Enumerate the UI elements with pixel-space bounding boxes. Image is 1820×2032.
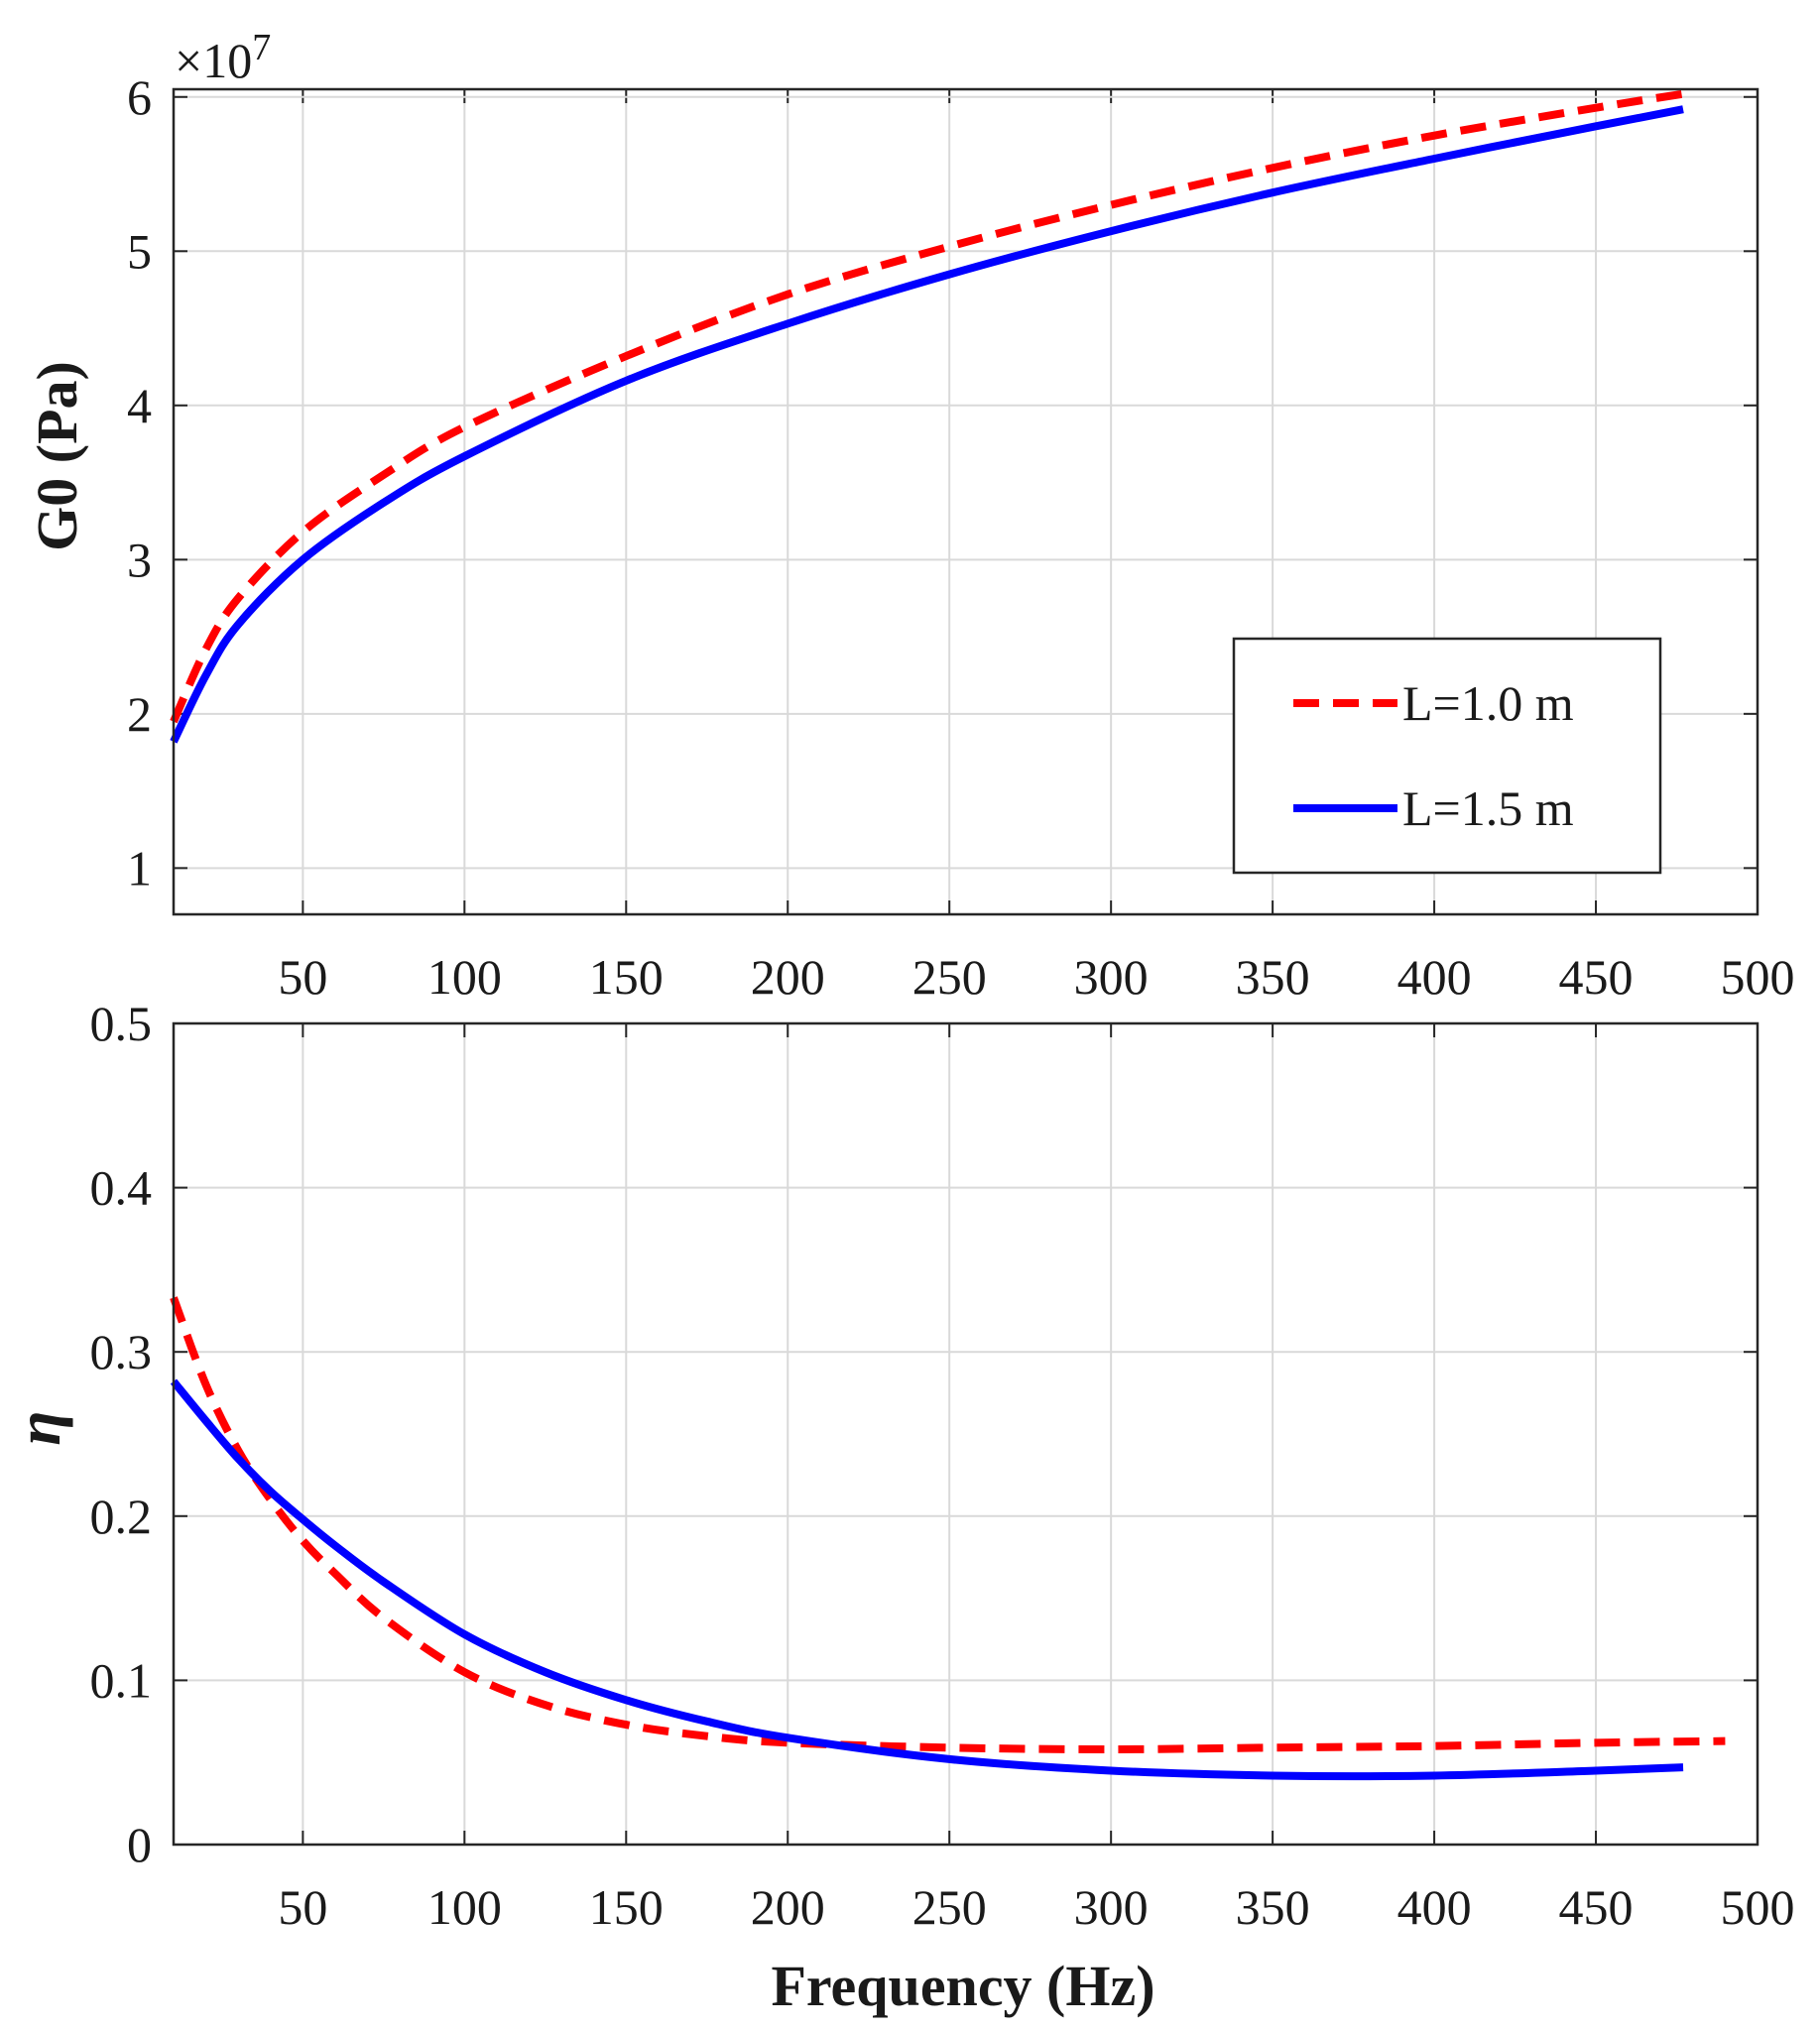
top-y-tick-label: 2 [127, 686, 152, 742]
top-y-tick-label: 1 [127, 840, 152, 896]
legend-box [1232, 637, 1662, 875]
top-series-solid-line [170, 105, 1684, 744]
bottom-y-tick-label: 0.2 [90, 1489, 153, 1544]
bottom-x-tick-label: 450 [1559, 1879, 1634, 1935]
top-x-tick-label: 200 [751, 949, 825, 1005]
bottom-series-solid-line [170, 1378, 1684, 1781]
y-exponent-label: ×107 [175, 27, 271, 88]
bottom-x-tick-label: 200 [751, 1879, 825, 1935]
top-y-tick-label: 4 [127, 378, 152, 433]
y-exponent-power: 7 [252, 27, 271, 68]
bottom-x-tick-label: 300 [1074, 1879, 1149, 1935]
top-x-tick-label: 400 [1397, 949, 1472, 1005]
top-y-axis-title: G0 (Pa) [25, 361, 89, 551]
top-x-tick-label: 450 [1559, 949, 1634, 1005]
bottom-x-tick-label: 500 [1721, 1879, 1795, 1935]
top-x-tick-label: 50 [278, 949, 327, 1005]
top-y-tick-label: 5 [127, 223, 152, 279]
bottom-x-tick-label: 100 [427, 1879, 502, 1935]
x-axis-title: Frequency (Hz) [771, 1954, 1154, 2018]
bottom-y-tick-label: 0 [127, 1817, 152, 1872]
top-x-tick-label: 500 [1721, 949, 1795, 1005]
bottom-y-tick-label: 0.1 [90, 1652, 153, 1708]
bottom-y-tick-label: 0.5 [90, 996, 153, 1051]
bottom-x-tick-label: 150 [589, 1879, 664, 1935]
top-x-tick-label: 350 [1236, 949, 1310, 1005]
bottom-x-tick-label: 350 [1236, 1879, 1310, 1935]
top-x-tick-label: 100 [427, 949, 502, 1005]
eta-panel: 50 100 150 200 250 300 350 400 450 500 0 0.1 0.2 0.3 0… [90, 996, 1795, 1935]
bottom-x-tick-label: 250 [912, 1879, 987, 1935]
legend-label: L=1.5 m [1402, 780, 1574, 836]
top-x-tick-label: 250 [912, 949, 987, 1005]
bottom-y-tick-label: 0.3 [90, 1324, 153, 1379]
top-y-tick-label: 3 [127, 532, 152, 587]
bottom-x-tick-label: 400 [1397, 1879, 1472, 1935]
bottom-series-dashed-line [170, 1296, 1726, 1753]
top-series-dashed-line [170, 89, 1684, 724]
top-x-tick-label: 300 [1074, 949, 1149, 1005]
g0-panel: 50 100 150 200 250 300 350 400 450 500 1 2 3 4 5 6 L=1.0… [127, 69, 1795, 1005]
bottom-axes-box [172, 1021, 1759, 1847]
top-y-tick-label: 6 [127, 69, 152, 125]
top-x-tick-label: 150 [589, 949, 664, 1005]
y-exponent-base: ×10 [175, 33, 252, 88]
bottom-y-axis-title: η [3, 1410, 73, 1445]
bottom-y-tick-label: 0.4 [90, 1160, 153, 1216]
legend-label: L=1.0 m [1402, 675, 1574, 731]
bottom-x-tick-label: 50 [278, 1879, 327, 1935]
top-axes-box [172, 87, 1759, 916]
